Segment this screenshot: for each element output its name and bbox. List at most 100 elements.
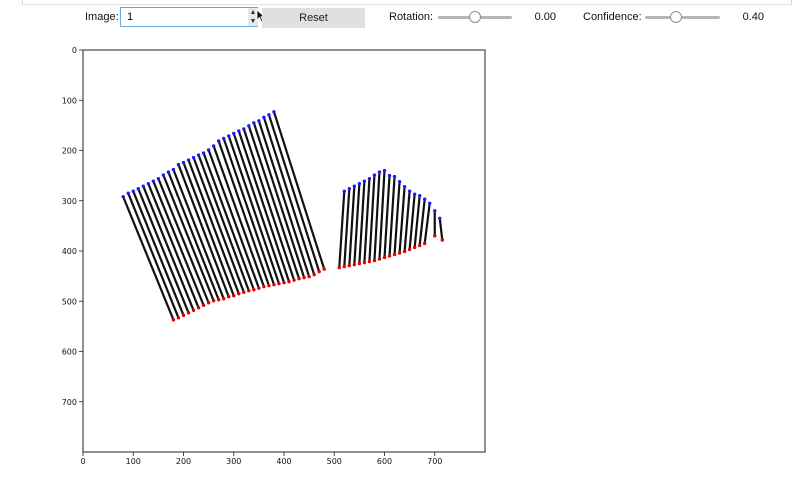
top-point <box>252 121 256 125</box>
stripe-line <box>393 180 401 256</box>
stripe-line <box>252 121 306 279</box>
stripe-line <box>403 190 411 253</box>
top-point <box>377 170 382 174</box>
bottom-point <box>312 272 316 277</box>
top-point <box>232 131 236 136</box>
bottom-point <box>392 252 397 257</box>
stripe-line <box>172 168 225 300</box>
stripe-line <box>242 127 296 282</box>
y-tick-label: 400 <box>62 247 77 256</box>
stripe-line <box>408 193 416 251</box>
control-toolbar: Image: ▲ ▼ Reset Rotation: 0.00 Confiden… <box>0 0 800 36</box>
bottom-point <box>440 238 444 242</box>
stripe-line <box>237 129 291 283</box>
rotation-slider-handle[interactable] <box>469 11 481 23</box>
top-point <box>211 144 216 148</box>
top-point <box>407 189 412 193</box>
bottom-point <box>337 265 341 270</box>
top-point <box>267 113 271 117</box>
spinner-down-icon[interactable]: ▼ <box>249 18 257 25</box>
image-spinner[interactable]: ▲ ▼ <box>248 8 258 26</box>
bottom-point <box>347 263 352 268</box>
stripe-line <box>157 177 210 304</box>
bottom-point <box>257 286 261 290</box>
detection-plot: 0 100 200 300 400 500 600 700 0 100 200 300 400 500 60… <box>62 46 486 466</box>
bottom-point <box>222 297 226 301</box>
top-point <box>357 181 362 186</box>
bottom-point <box>362 260 367 265</box>
plot-content: 0 100 200 300 400 500 600 700 0 100 200 300 400 500 60… <box>62 46 486 466</box>
top-point <box>417 194 422 198</box>
stripe-line <box>398 185 406 255</box>
stripe-line <box>262 116 316 276</box>
reset-button[interactable]: Reset <box>262 8 365 28</box>
stripe-line <box>187 158 240 295</box>
image-number-input[interactable] <box>120 7 258 27</box>
bottom-point <box>382 255 387 260</box>
y-tick-label: 100 <box>62 96 77 105</box>
bottom-point <box>282 280 286 285</box>
bottom-point <box>417 243 422 248</box>
stripe-line <box>142 185 195 312</box>
top-point <box>242 127 246 131</box>
spinner-up-icon[interactable]: ▲ <box>249 9 257 16</box>
top-point <box>161 173 166 177</box>
top-point <box>423 197 427 201</box>
bottom-point <box>176 316 181 320</box>
x-tick-label: 700 <box>427 457 442 466</box>
x-tick-label: 100 <box>126 457 141 466</box>
stripe-line <box>388 175 396 258</box>
confidence-slider[interactable] <box>645 11 720 23</box>
rotation-slider[interactable] <box>438 11 512 23</box>
top-point <box>171 167 176 172</box>
top-point <box>166 170 171 174</box>
stripe-line <box>217 139 271 287</box>
stripe-line <box>383 174 391 259</box>
bottom-point <box>171 318 176 322</box>
image-label: Image: <box>85 11 119 23</box>
stripe-line <box>222 137 276 286</box>
confidence-slider-track[interactable] <box>645 16 720 19</box>
x-tick-label: 0 <box>80 457 85 466</box>
top-point <box>176 162 181 167</box>
top-point <box>156 176 161 181</box>
stripe-line <box>413 194 421 249</box>
stripe-line <box>162 174 215 302</box>
bottom-point <box>216 298 221 302</box>
bottom-point <box>372 258 377 263</box>
bottom-point <box>307 274 311 279</box>
stripe-line <box>132 190 185 317</box>
stripe-line <box>137 187 190 314</box>
bottom-point <box>302 275 306 280</box>
bottom-point <box>191 308 196 312</box>
confidence-value: 0.40 <box>742 11 764 23</box>
stripe-line <box>177 163 230 298</box>
window-top-border <box>22 0 792 5</box>
stripe-line <box>147 182 200 309</box>
top-point <box>347 186 352 191</box>
stripe-line <box>197 153 250 292</box>
top-point <box>131 189 135 193</box>
bottom-point <box>267 283 271 288</box>
top-point <box>262 115 266 120</box>
bottom-point <box>277 281 281 286</box>
bottom-point <box>412 245 417 250</box>
x-tick-label: 200 <box>176 457 191 466</box>
top-point <box>352 184 357 188</box>
stripe-line <box>182 161 235 297</box>
y-tick-label: 700 <box>62 398 77 407</box>
rotation-label: Rotation: <box>389 11 434 23</box>
bottom-point <box>377 257 382 261</box>
top-point <box>257 119 261 123</box>
confidence-slider-handle[interactable] <box>670 11 683 23</box>
top-point <box>247 124 251 128</box>
bottom-point <box>181 313 186 318</box>
y-tick-label: 300 <box>62 197 77 206</box>
y-tick-label: 200 <box>62 147 77 156</box>
bottom-point <box>201 303 206 307</box>
top-point <box>186 158 191 162</box>
stripe-line <box>363 177 371 264</box>
bottom-point <box>287 279 291 284</box>
stripe-line <box>152 180 205 307</box>
stripe-line <box>378 169 386 261</box>
